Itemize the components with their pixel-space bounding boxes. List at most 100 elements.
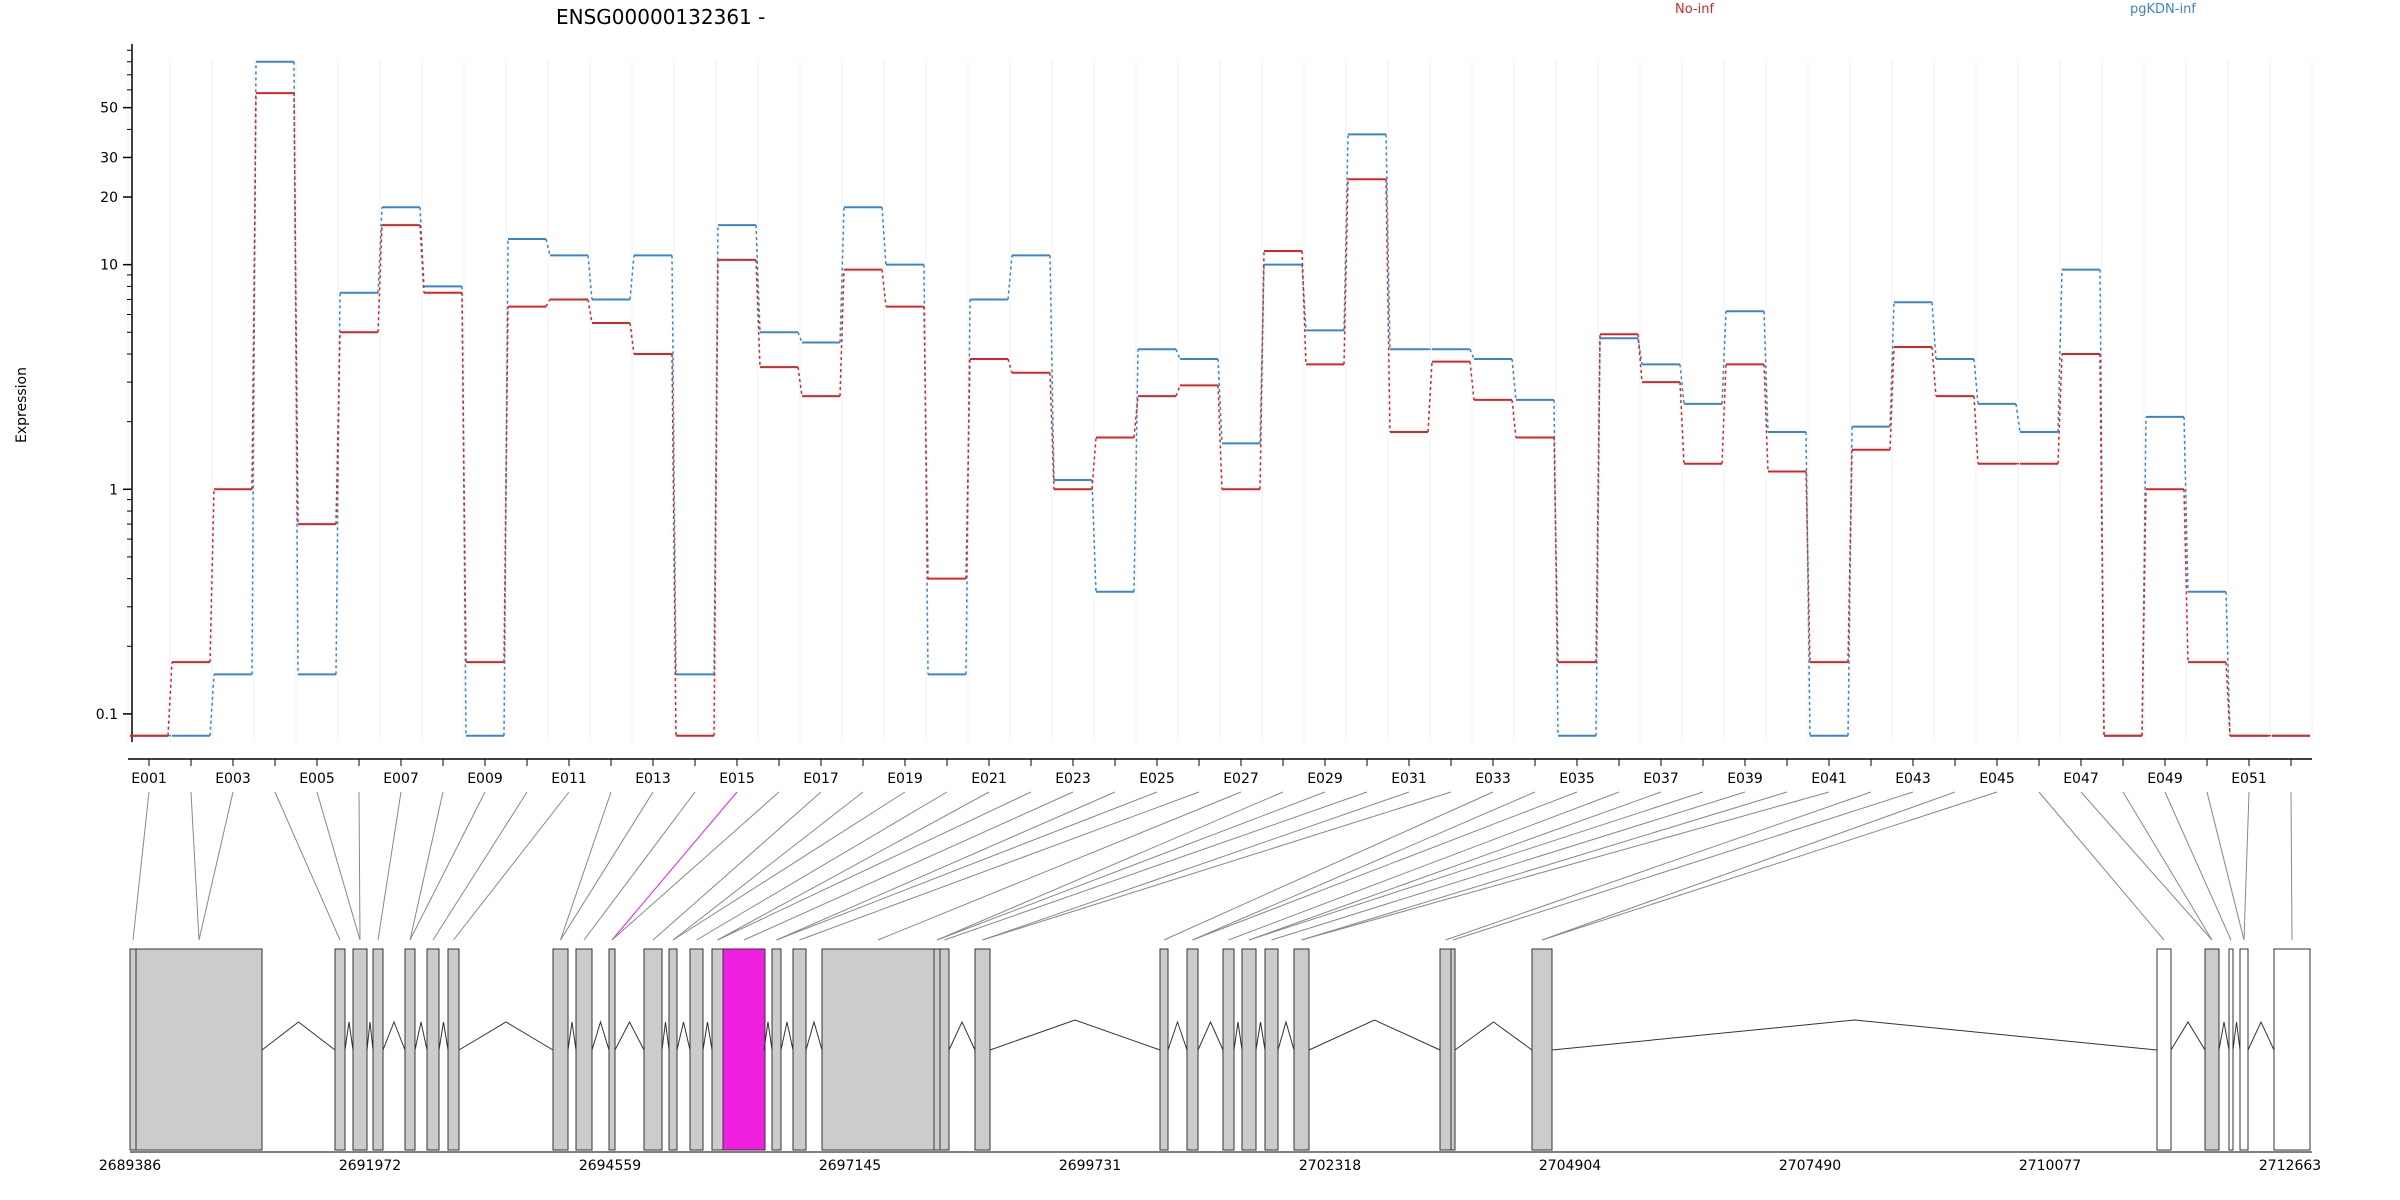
series-connector [1805,471,1811,663]
exon-connector [1271,791,1746,941]
series-connector [2015,403,2021,433]
series-connector [503,306,509,663]
series-connector [1679,382,1685,464]
exon-box [404,948,416,1151]
exon-connector [743,791,1074,941]
intron-line [780,1021,794,1051]
exon-tick-label: E013 [635,771,671,787]
exon-box [352,948,368,1151]
exon-connector [274,791,341,941]
genomic-tick-label: 2704904 [1539,1158,1601,1174]
genomic-tick-label: 2699731 [1059,1158,1121,1174]
exon-connector [611,791,780,941]
series-connector [1973,358,1979,404]
series-connector [587,255,593,300]
exon-tick-label: E049 [2147,771,2183,787]
y-tick-label: 20 [100,190,118,206]
exon-tick-label: E021 [971,771,1007,787]
exon-connector [1301,791,1788,941]
intron-line [1167,1020,1188,1051]
legend-entry-pgkdn-inf: pgKDN-inf [2130,2,2196,17]
exon-box [1222,948,1235,1151]
series-connector [1007,358,1013,374]
series-connector [1343,179,1349,365]
series-connector [2225,662,2231,736]
exon-box [711,948,724,1151]
series-connector [251,93,257,490]
exon-tick-label: E037 [1643,771,1679,787]
intron-line [382,1020,406,1051]
exon-box [821,948,935,1151]
series-connector [2057,354,2063,464]
series-connector [335,332,341,525]
series-connector [167,662,173,736]
chart-title: ENSG00000132361 - [556,5,765,29]
genomic-tick-label: 2689386 [99,1158,161,1174]
series-connector [1259,250,1265,490]
exon-box [974,948,991,1151]
series-connector [1553,437,1559,663]
exon-connector [560,791,654,941]
exon-tick-label: E031 [1391,771,1427,787]
series-connector [1511,358,1517,400]
intron-line [614,1020,645,1051]
vertical-guides [127,60,2313,742]
exon-tick-label: E003 [215,771,251,787]
exon-connector [652,791,822,941]
series-connector [797,366,803,397]
exon-box [939,948,950,1151]
exon-box [372,948,384,1151]
exon-tick-label: E043 [1895,771,1931,787]
exon-box [1264,948,1279,1151]
series-connector [1091,479,1097,592]
series-connector [1721,364,1727,464]
series-connector [1637,334,1643,383]
series-connector [1385,179,1391,432]
series-connector [1091,437,1097,490]
exon-box [1531,948,1553,1151]
exon-connector [432,791,528,941]
exon-box [643,948,663,1151]
exon-box [2204,948,2220,1151]
intron-line [948,1020,976,1051]
series-connector [1175,385,1181,397]
exon-connector [316,791,361,941]
exon-box [2156,948,2172,1151]
series-connector [2183,416,2189,592]
exon-tick-label: E001 [131,771,167,787]
exon-connector [409,791,444,941]
exon-connector [944,791,1368,941]
series-connector [209,674,215,736]
intron-line [591,1020,610,1051]
series-connector [1301,264,1307,331]
series-connector [1679,364,1685,404]
exon-tick-label: E051 [2231,771,2267,787]
intron-line [1233,1021,1243,1051]
exon-tick-label: E015 [719,771,755,787]
intron-line [1255,1021,1266,1051]
exon-connector [2164,791,2232,941]
exon-connector [2122,791,2213,941]
exon-box [426,948,440,1151]
series-connector [839,207,845,343]
exon-tick-label: E007 [383,771,419,787]
series-connector [1301,250,1307,365]
intron-line [458,1021,554,1051]
exon-connector [1228,791,1620,941]
intron-line [438,1021,449,1051]
genomic-coordinate-axis: 2689386 2691972 2694559 2697145 2699731 27023… [99,1151,2321,1174]
intron-line [2218,1021,2230,1051]
exon-tick-label: E047 [2063,771,2099,787]
exon-connector [132,791,150,941]
y-axis: 0.1 1 10 20 30 50 [96,44,133,742]
exon-tick-label: E011 [551,771,587,787]
series-no-inf [130,92,2310,737]
exon-tick-label: E019 [887,771,923,787]
exon-connector [936,791,1326,941]
exon-connector [877,791,1242,941]
series-connector [797,331,803,343]
intron-line [1454,1021,1533,1051]
exon-connector [1163,791,1494,941]
exon-box [2239,948,2249,1151]
